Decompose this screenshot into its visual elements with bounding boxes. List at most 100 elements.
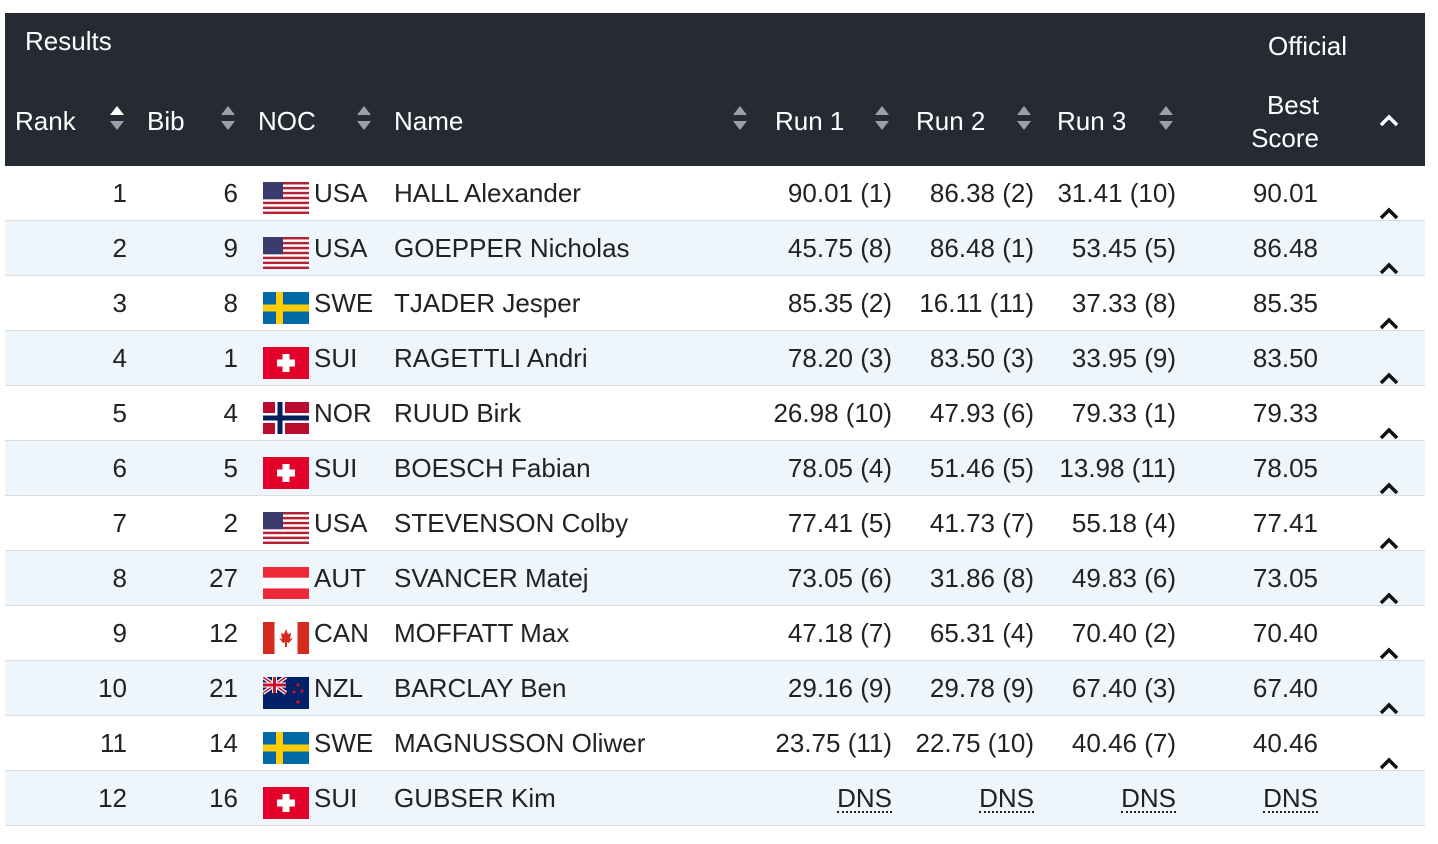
best-score-cell: 73.05 [5,551,1318,606]
run3-cell: 70.40 (2) [5,606,1176,661]
rank-cell: 9 [112,618,127,648]
chevron-up-icon[interactable] [1379,569,1399,624]
column-rank[interactable]: Rank [15,106,76,136]
sort-icon[interactable] [1158,104,1174,132]
flag-swe-icon [263,288,309,324]
run1-cell-value: 85.35 (2) [787,288,892,318]
run3-cell-value: 53.45 (5) [1071,233,1176,263]
chevron-up-icon[interactable] [1379,239,1399,294]
column-bib[interactable]: Bib [147,106,185,136]
table-row[interactable]: 2 9 USA GOEPPER Nicholas 45.75 (8) 86.48 (1) 5… [5,221,1425,276]
run2-cell[interactable]: DNS [5,771,1034,826]
run3-cell-value: DNS [1121,783,1176,813]
rank-cell: 12 [98,783,127,813]
best-score-cell-value: 70.40 [1252,618,1318,648]
table-row[interactable]: 3 8 SWE TJADER Jesper 85.35 (2) 16.11 (11) 37.… [5,276,1425,331]
chevron-up-icon[interactable] [1379,404,1399,459]
run2-cell-value: 47.93 (6) [929,398,1034,428]
run3-cell: 31.41 (10) [5,166,1176,221]
run2-cell-value: 29.78 (9) [929,673,1034,703]
run1-cell: 29.16 (9) [5,661,892,716]
sort-icon[interactable] [1016,104,1032,132]
column-run2[interactable]: Run 2 [916,106,986,136]
run3-cell: 40.46 (7) [5,716,1176,771]
chevron-up-icon[interactable] [1379,514,1399,569]
run2-cell: 83.50 (3) [5,331,1034,386]
table-row[interactable]: 6 5 SUI BOESCH Fabian 78.05 (4) 51.46 (5) 13.9… [5,441,1425,496]
run1-cell[interactable]: DNS [5,771,892,826]
best-score-cell[interactable]: DNS [5,771,1318,826]
run2-cell: 41.73 (7) [5,496,1034,551]
run1-cell-value: 23.75 (11) [775,728,892,758]
flag-usa-icon [263,233,309,269]
table-row[interactable]: 10 21 NZL BARCLAY Ben 29.16 (9) 29.78 (9) 67.4… [5,661,1425,716]
run1-cell: 78.05 (4) [5,441,892,496]
best-score-cell-value: 67.40 [1252,673,1318,703]
table-row[interactable]: 8 27 AUT SVANCER Matej 73.05 (6) 31.86 (8) 49.… [5,551,1425,606]
bib-cell: 9 [223,233,238,263]
chevron-up-icon[interactable] [1379,734,1399,789]
table-row[interactable]: 4 1 SUI RAGETTLI Andri 78.20 (3) 83.50 (3) 33.… [5,331,1425,386]
best-score-cell-value: 78.05 [1252,453,1318,483]
chevron-up-icon[interactable] [1379,349,1399,404]
sort-icon[interactable] [874,104,890,132]
run2-cell: 29.78 (9) [5,661,1034,716]
rank-cell: 1 [112,178,127,208]
run3-cell[interactable]: DNS [5,771,1176,826]
athlete-name: SVANCER Matej [394,563,589,593]
table-row[interactable]: 9 12 CAN MOFFATT Max 47.18 (7) 65.31 (4) 70.40… [5,606,1425,661]
bib-cell: 5 [223,453,238,483]
noc-cell: USA [314,508,368,538]
best-score-cell: 67.40 [5,661,1318,716]
run1-cell-value: 78.20 (3) [787,343,892,373]
table-row[interactable]: 12 16 SUI GUBSER Kim DNS DNS DNS DNS [5,771,1425,826]
run3-cell-value: 55.18 (4) [1071,508,1176,538]
sort-icon[interactable] [732,104,748,132]
column-noc[interactable]: NOC [258,106,316,136]
official-label: Official [1268,31,1347,61]
chevron-up-icon[interactable] [1379,624,1399,679]
run3-cell: 67.40 (3) [5,661,1176,716]
best-score-cell-value: 40.46 [1252,728,1318,758]
sort-icon[interactable] [220,104,236,132]
chevron-up-icon[interactable] [1379,294,1399,349]
run3-cell: 53.45 (5) [5,221,1176,276]
sort-icon[interactable] [356,104,372,132]
rank-cell: 6 [112,453,127,483]
column-name[interactable]: Name [394,106,464,136]
chevron-up-icon[interactable] [1379,113,1399,132]
run3-cell-value: 37.33 (8) [1071,288,1176,318]
run2-cell: 86.38 (2) [5,166,1034,221]
sort-icon[interactable] [109,104,125,132]
run2-cell-value: 86.38 (2) [929,178,1034,208]
run3-cell: 79.33 (1) [5,386,1176,441]
bib-cell: 14 [209,728,238,758]
run3-cell: 49.83 (6) [5,551,1176,606]
table-row[interactable]: 11 14 SWE MAGNUSSON Oliwer 23.75 (11) 22.75 (… [5,716,1425,771]
results-rows: 1 6 USA HALL Alexander 90.01 (1) 86.38 (2) 31.… [5,166,1425,826]
rank-cell: 5 [112,398,127,428]
chevron-up-icon[interactable] [1379,184,1399,239]
rank-cell: 2 [112,233,127,263]
run1-cell-value: 47.18 (7) [787,618,892,648]
best-score-cell-value: 73.05 [1252,563,1318,593]
chevron-up-icon[interactable] [1379,459,1399,514]
athlete-name: MAGNUSSON Oliwer [394,728,646,758]
chevron-up-icon[interactable] [1379,679,1399,734]
run2-cell-value: 65.31 (4) [929,618,1034,648]
athlete-name: BOESCH Fabian [394,453,591,483]
column-run3[interactable]: Run 3 [1057,106,1127,136]
table-row[interactable]: 1 6 USA HALL Alexander 90.01 (1) 86.38 (2) 31.… [5,166,1425,221]
bib-cell: 12 [209,618,238,648]
run1-cell: 85.35 (2) [5,276,892,331]
column-run1[interactable]: Run 1 [775,106,845,136]
run3-cell-value: 31.41 (10) [1057,178,1176,208]
run3-cell-value: 79.33 (1) [1071,398,1176,428]
table-row[interactable]: 7 2 USA STEVENSON Colby 77.41 (5) 41.73 (7) 55… [5,496,1425,551]
column-best-line2: Score [1251,123,1319,153]
column-best-score[interactable]: Best Score [1235,89,1319,155]
table-row[interactable]: 5 4 NOR RUUD Birk 26.98 (10) 47.93 (6) 79.33 (… [5,386,1425,441]
rank-cell: 8 [112,563,127,593]
flag-usa-icon [263,508,309,544]
run2-cell: 51.46 (5) [5,441,1034,496]
